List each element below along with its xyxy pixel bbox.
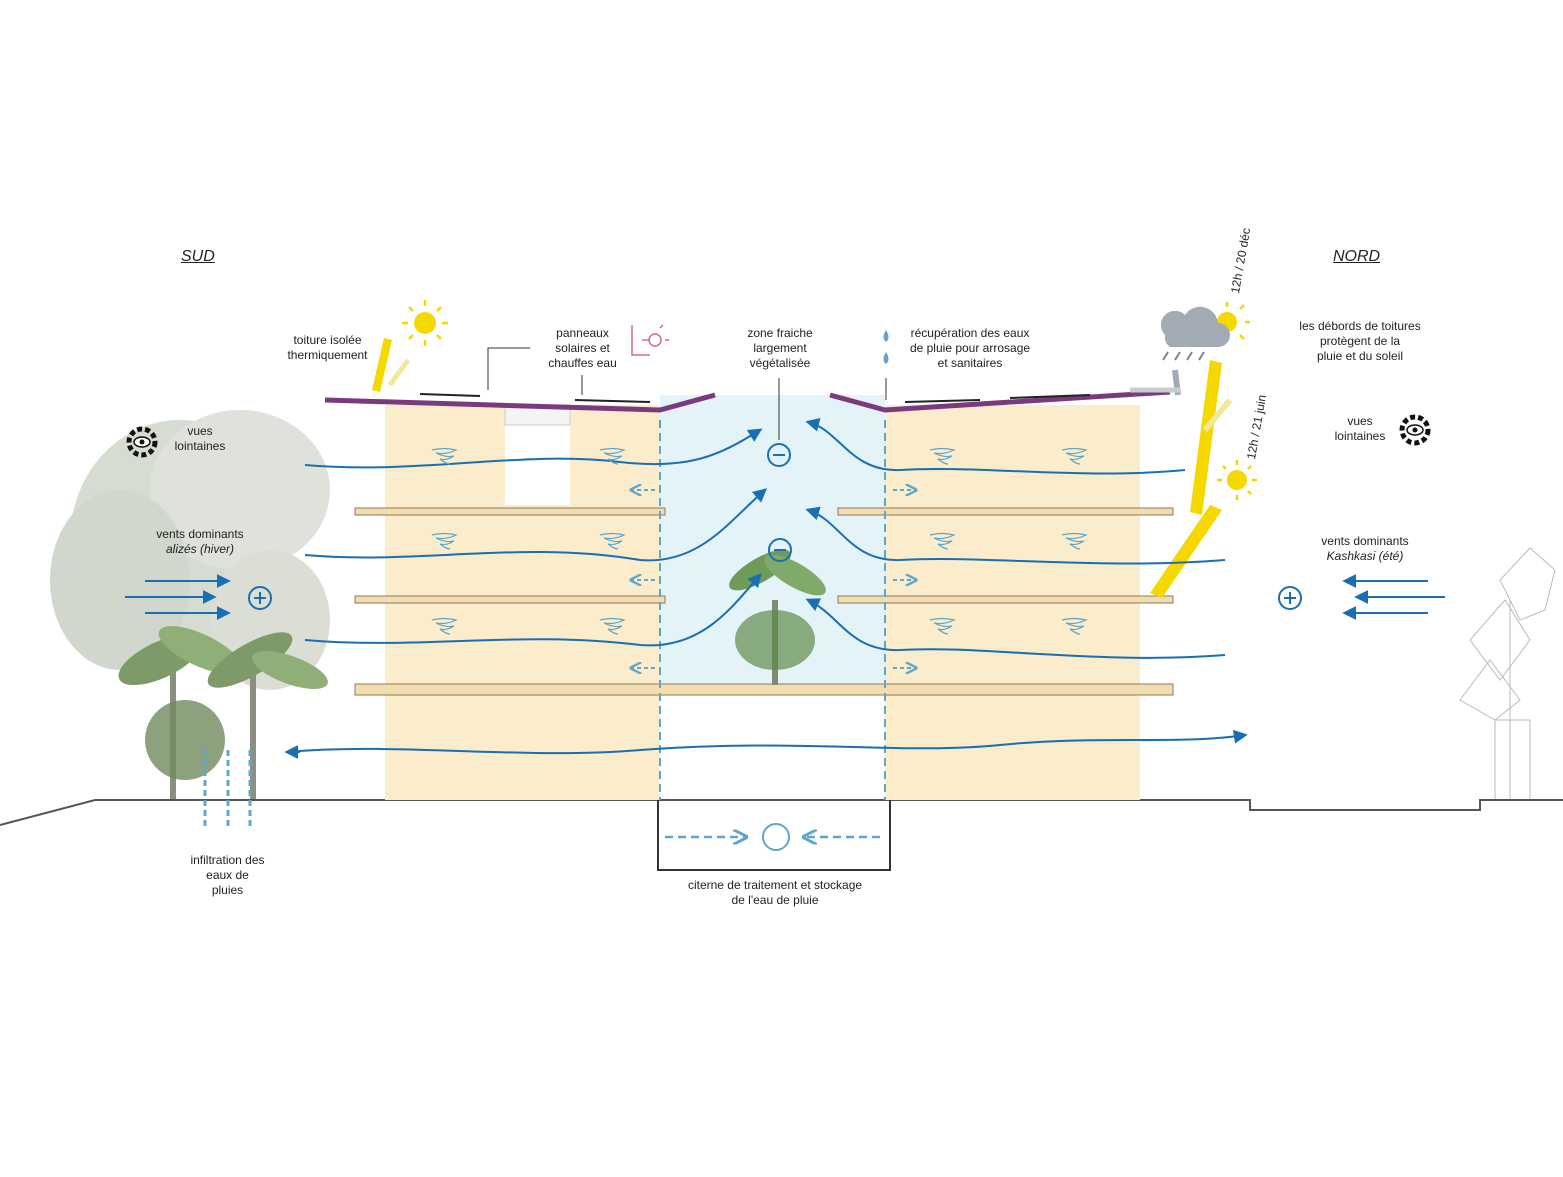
infiltration-lines <box>203 750 252 830</box>
label-cool-zone: zone fraiche largement végétalisée <box>747 326 813 370</box>
rainwater-pipes <box>659 420 886 800</box>
label-winds-north: vents dominants <box>1321 534 1409 548</box>
label-views-right: vues lointaines <box>1334 414 1386 443</box>
wind-arrows-south <box>125 574 231 620</box>
eye-icon-right <box>1399 414 1431 446</box>
label-views-left: vues lointaines <box>174 424 226 453</box>
label-infiltration: infiltration des eaux de pluies <box>190 853 265 897</box>
label-winds-south: vents dominants <box>156 527 244 541</box>
ground-line <box>0 799 1563 826</box>
label-winds-north-name: Kashkasi (été) <box>1326 549 1404 563</box>
label-solar-panels: panneaux solaires et chauffes eau <box>548 326 617 370</box>
sun-icon-right-bottom <box>1217 460 1257 500</box>
label-roof-overhangs: les débords de toitures protègent de la … <box>1299 319 1421 363</box>
sun-icon-left <box>372 300 448 392</box>
minus-icon-top <box>767 443 791 467</box>
courtyard-palm <box>729 549 826 685</box>
sun-rays-right <box>1130 360 1233 598</box>
cloud-icon <box>1160 306 1230 361</box>
leader-lines <box>487 347 887 440</box>
roofs <box>324 389 1171 413</box>
airflow-curves <box>286 417 1248 755</box>
direction-north: NORD <box>1333 248 1381 265</box>
label-cistern: citerne de traitement et stockage de l'e… <box>687 878 863 907</box>
plug-icon <box>631 324 669 356</box>
label-winds-south-name: alizés (hiver) <box>165 542 234 556</box>
label-rainwater-recovery: récupération des eaux de pluie pour arro… <box>909 326 1031 370</box>
label-roof-insulated: toiture isolée thermiquement <box>287 333 368 362</box>
water-drop-icons <box>883 330 889 364</box>
cistern <box>657 800 891 871</box>
courtyard-dashed-arrows <box>632 490 915 668</box>
fan-spirals <box>431 447 1088 635</box>
trees-left <box>50 410 330 690</box>
floor-slabs <box>354 507 1174 696</box>
line-tree-right <box>1459 547 1556 801</box>
eye-icon-left <box>126 426 158 458</box>
wind-arrows-north <box>1342 574 1445 620</box>
plus-icon-left <box>248 586 272 610</box>
minus-icon-bottom <box>768 538 792 562</box>
direction-south: SUD <box>181 248 215 265</box>
plus-icon-right <box>1278 586 1302 610</box>
